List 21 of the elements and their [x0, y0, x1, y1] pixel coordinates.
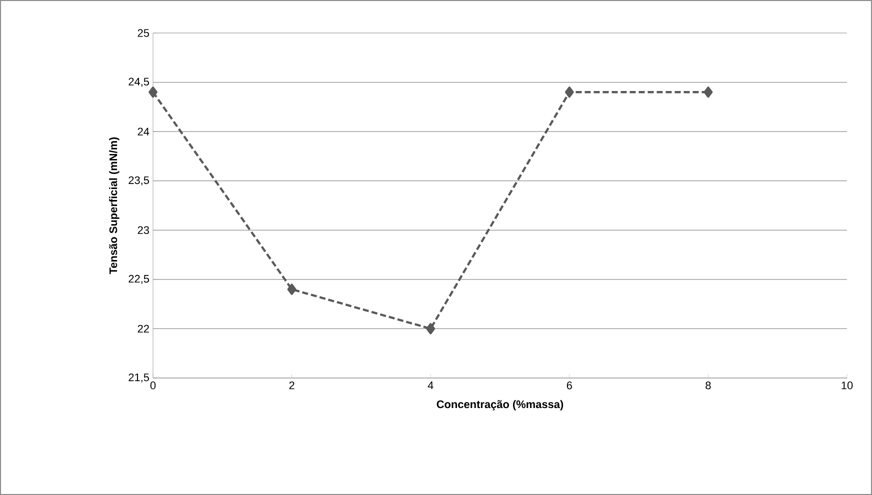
x-tick-label: 8 [706, 382, 711, 390]
point [564, 86, 574, 98]
y-tick-label: 23,5 [128, 176, 150, 186]
y-tick-label: 21,5 [128, 373, 150, 383]
y-axis-title: Tensão Superficial (mN/m) [109, 137, 120, 274]
x-tick-label: 10 [842, 382, 853, 390]
x-tick-label: 0 [150, 382, 156, 390]
x-tick-label: 2 [289, 382, 294, 390]
x-axis-title: Concentração (%massa) [436, 400, 564, 410]
x-tick-label: 6 [566, 382, 572, 390]
x-tick-label: 4 [428, 382, 434, 390]
y-tick-label: 24 [138, 128, 150, 136]
point [287, 284, 296, 295]
y-tick-label: 24,5 [128, 78, 150, 87]
y-tick-label: 22,5 [128, 274, 150, 284]
point [704, 86, 713, 98]
y-tick-label: 25 [138, 29, 150, 37]
point [148, 86, 158, 98]
y-tick-label: 23 [138, 226, 149, 234]
point [426, 323, 436, 334]
y-tick-label: 22 [138, 324, 149, 333]
